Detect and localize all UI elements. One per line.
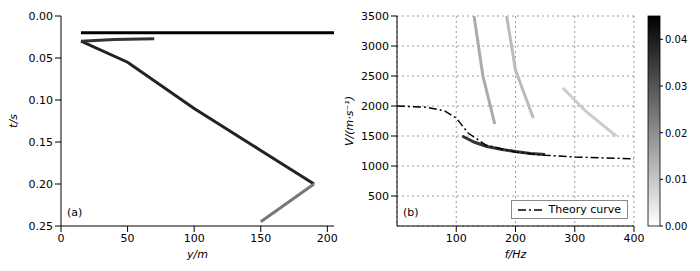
svg-text:0.05: 0.05 — [29, 52, 54, 65]
svg-text:0.01: 0.01 — [665, 174, 687, 185]
svg-text:0: 0 — [58, 232, 65, 245]
svg-text:300: 300 — [564, 232, 585, 245]
svg-text:100: 100 — [184, 232, 205, 245]
svg-text:1000: 1000 — [361, 160, 389, 173]
svg-text:0.03: 0.03 — [665, 81, 687, 92]
svg-text:50: 50 — [121, 232, 135, 245]
svg-text:0.25: 0.25 — [29, 220, 54, 233]
svg-text:3500: 3500 — [361, 10, 389, 23]
svg-text:3000: 3000 — [361, 40, 389, 53]
svg-text:0.20: 0.20 — [29, 178, 54, 191]
svg-text:0.00: 0.00 — [29, 10, 54, 23]
svg-text:500: 500 — [368, 190, 389, 203]
svg-text:0.02: 0.02 — [665, 128, 687, 139]
svg-text:0.15: 0.15 — [29, 136, 54, 149]
svg-text:V/(m·s⁻¹): V/(m·s⁻¹) — [344, 96, 356, 146]
svg-text:100: 100 — [446, 232, 467, 245]
svg-text:400: 400 — [624, 232, 645, 245]
svg-text:0.00: 0.00 — [665, 221, 687, 232]
svg-text:0.10: 0.10 — [29, 94, 54, 107]
html-text:(b): (b) — [403, 206, 419, 219]
html-text:Theory curve: Theory curve — [548, 203, 621, 216]
svg-text:200: 200 — [317, 232, 338, 245]
svg-text:2000: 2000 — [361, 100, 389, 113]
svg-text:200: 200 — [505, 232, 526, 245]
svg-text:0.04: 0.04 — [665, 34, 687, 45]
svg-text:2500: 2500 — [361, 70, 389, 83]
svg-text:y/m: y/m — [186, 248, 208, 261]
html-text:(a): (a) — [67, 206, 83, 219]
svg-text:t/s: t/s — [8, 114, 20, 128]
svg-text:f/Hz: f/Hz — [505, 248, 527, 261]
svg-text:150: 150 — [250, 232, 271, 245]
svg-text:1500: 1500 — [361, 130, 389, 143]
